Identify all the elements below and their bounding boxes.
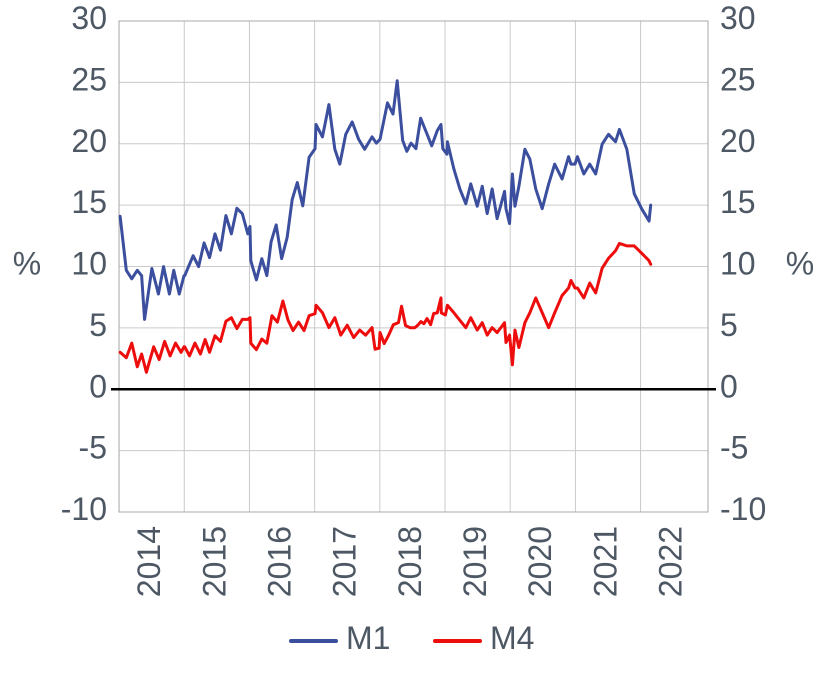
svg-text:2017: 2017: [327, 526, 363, 597]
svg-text:2021: 2021: [587, 526, 623, 597]
svg-text:2022: 2022: [653, 526, 689, 597]
svg-text:10: 10: [720, 246, 756, 282]
svg-text:M1: M1: [346, 620, 390, 656]
svg-text:0: 0: [720, 368, 738, 404]
svg-text:20: 20: [71, 123, 107, 159]
svg-text:M4: M4: [490, 620, 534, 656]
svg-text:20: 20: [720, 123, 756, 159]
svg-text:-5: -5: [79, 430, 107, 466]
svg-text:15: 15: [71, 184, 107, 220]
svg-text:2014: 2014: [131, 526, 167, 597]
svg-text:25: 25: [71, 61, 107, 97]
svg-text:30: 30: [71, 0, 107, 36]
svg-text:5: 5: [720, 307, 738, 343]
svg-text:2020: 2020: [522, 526, 558, 597]
svg-text:0: 0: [89, 368, 107, 404]
svg-text:10: 10: [71, 246, 107, 282]
svg-text:15: 15: [720, 184, 756, 220]
svg-text:30: 30: [720, 0, 756, 36]
svg-text:2018: 2018: [392, 526, 428, 597]
svg-text:%: %: [13, 246, 41, 282]
svg-text:2015: 2015: [196, 526, 232, 597]
svg-text:-5: -5: [720, 430, 748, 466]
svg-text:2016: 2016: [261, 526, 297, 597]
svg-text:25: 25: [720, 61, 756, 97]
svg-text:2019: 2019: [457, 526, 493, 597]
svg-text:5: 5: [89, 307, 107, 343]
svg-text:%: %: [786, 246, 814, 282]
svg-text:-10: -10: [61, 491, 107, 527]
svg-text:-10: -10: [720, 491, 766, 527]
